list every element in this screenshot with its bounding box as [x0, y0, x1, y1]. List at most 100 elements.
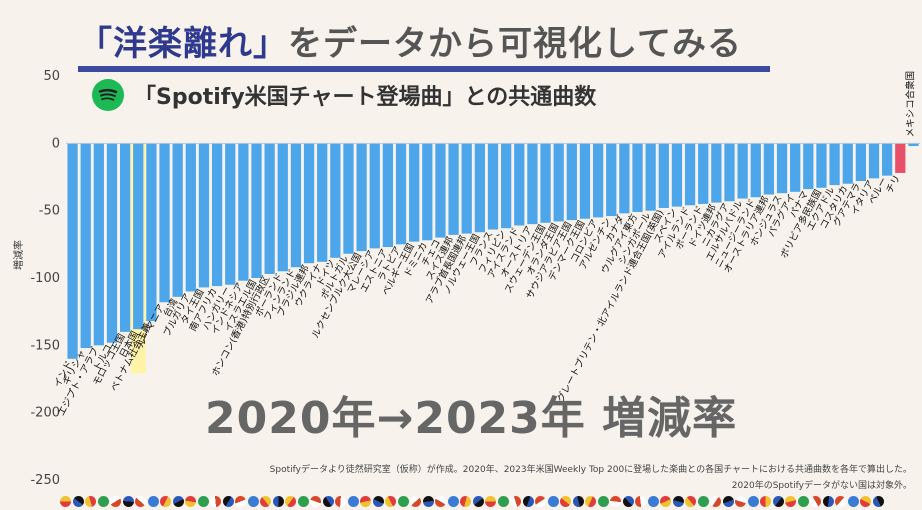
country-flag-icon	[197, 496, 209, 507]
country-flag-icon	[185, 496, 196, 507]
bar	[671, 143, 683, 207]
country-flag-icon	[372, 496, 384, 507]
bar	[553, 143, 564, 222]
page-title: 「洋楽離れ」をデータから可視化してみる	[78, 16, 742, 65]
bar	[119, 143, 131, 332]
y-tick-label: 0	[52, 136, 60, 151]
country-flag-icon	[835, 496, 846, 507]
bar	[264, 143, 275, 274]
bar	[290, 143, 302, 268]
country-flag-icon	[410, 496, 421, 507]
country-flag-icon	[735, 496, 746, 507]
bar	[895, 143, 906, 173]
country-flag-icon	[135, 496, 146, 507]
bar	[409, 143, 420, 242]
bar	[251, 143, 262, 278]
country-flag-icon	[597, 496, 609, 507]
bar	[67, 143, 78, 359]
title-rest: をデータから可視化してみる	[288, 24, 742, 64]
country-flag-icon	[460, 496, 471, 507]
y-tick-label: -100	[30, 271, 60, 286]
country-flag-icon	[760, 496, 771, 507]
country-flag-icon	[97, 496, 109, 507]
country-flag-icon	[585, 496, 596, 507]
country-flag-icon	[110, 496, 121, 507]
country-flag-icon	[85, 496, 96, 507]
bar	[619, 143, 630, 214]
bar	[356, 143, 367, 252]
chart-subtitle-row: 「Spotify米国チャート登場曲」との共通曲数	[92, 78, 596, 112]
bar	[592, 143, 604, 218]
country-flag-icon	[572, 496, 584, 507]
country-flag-icon	[172, 496, 184, 507]
country-flag-icon	[60, 496, 71, 507]
country-flag-strip	[60, 496, 920, 510]
title-underline	[78, 66, 770, 72]
country-flag-icon	[722, 496, 734, 507]
bar	[395, 143, 407, 245]
country-flag-icon	[610, 496, 621, 507]
country-flag-icon	[422, 496, 434, 507]
country-flag-icon	[772, 496, 784, 507]
source-note: Spotifyデータより徒然研究室（仮称）が作成。2020年、2023年米国We…	[269, 465, 912, 475]
bar	[422, 143, 433, 241]
bar	[303, 143, 315, 264]
bar	[277, 143, 288, 272]
country-flag-icon	[547, 496, 559, 507]
bar	[579, 143, 591, 219]
bar	[461, 143, 472, 234]
country-flag-icon	[822, 496, 834, 507]
bar	[527, 143, 538, 225]
bar	[382, 143, 394, 248]
country-flag-icon	[797, 496, 809, 507]
country-flag-icon	[285, 496, 296, 507]
bar	[330, 143, 341, 258]
bar	[448, 143, 459, 235]
bar	[133, 143, 144, 330]
bar	[172, 143, 183, 297]
bar	[816, 143, 827, 188]
country-flag-icon	[685, 496, 696, 507]
bar	[658, 143, 669, 208]
bar	[632, 143, 643, 213]
bar	[684, 143, 696, 206]
bar	[501, 143, 512, 229]
country-flag-icon	[385, 496, 396, 507]
country-flag-icon	[147, 496, 159, 507]
bar	[790, 143, 801, 192]
y-tick-label: -200	[30, 406, 60, 421]
bar	[435, 143, 446, 238]
bar	[487, 143, 499, 230]
bar	[737, 143, 748, 199]
country-flag-icon	[335, 496, 346, 507]
country-flag-icon	[160, 496, 171, 507]
bar	[80, 143, 91, 349]
bar	[343, 143, 354, 254]
bar	[93, 143, 104, 346]
bar	[711, 143, 722, 203]
country-flag-icon	[535, 496, 546, 507]
country-flag-icon	[785, 496, 796, 507]
bar	[776, 143, 788, 194]
bar	[159, 143, 170, 303]
category-label: メキシコ合衆国	[904, 71, 916, 138]
bar	[566, 143, 577, 221]
bar	[763, 143, 775, 195]
bar	[106, 143, 118, 343]
bar	[645, 143, 656, 211]
country-flag-icon	[697, 496, 709, 507]
country-flag-icon	[222, 496, 234, 507]
bar	[606, 143, 617, 217]
bar	[514, 143, 525, 226]
country-flag-icon	[210, 496, 221, 507]
y-axis-label: 増減率	[12, 240, 25, 270]
country-flag-icon	[297, 496, 309, 507]
bar	[540, 143, 551, 223]
country-flag-icon	[360, 496, 371, 507]
bar	[211, 143, 223, 287]
bar	[750, 143, 761, 198]
exclusion-note: 2020年のSpotifyデータがない国は対象外。	[731, 481, 912, 491]
country-flag-icon	[510, 496, 521, 507]
y-tick-label: -150	[30, 338, 60, 353]
country-flag-icon	[560, 496, 571, 507]
